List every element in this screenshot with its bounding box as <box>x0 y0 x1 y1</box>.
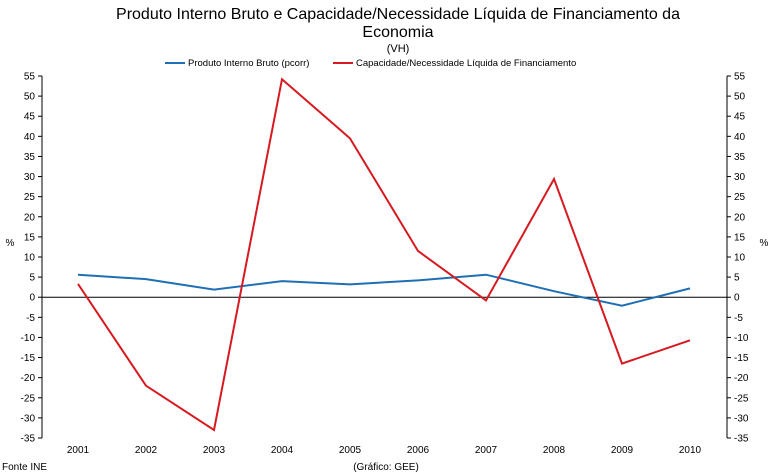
y-tick-label-left: -5 <box>26 313 35 324</box>
x-tick-label: 2009 <box>611 445 634 456</box>
chart-title-line1: Produto Interno Bruto e Capacidade/Neces… <box>116 6 680 23</box>
y-tick-label-left: -25 <box>21 393 36 404</box>
y-tick-label-right: 10 <box>734 253 746 264</box>
y-tick-label-left: -15 <box>21 353 36 364</box>
chart-subtitle: (VH) <box>387 43 410 55</box>
x-tick-label: 2006 <box>407 445 430 456</box>
source-note: Fonte INE <box>2 462 47 473</box>
y-tick-label-right: -25 <box>734 393 749 404</box>
x-tick-label: 2007 <box>475 445 498 456</box>
y-tick-label-right: 25 <box>734 192 746 203</box>
y-tick-label-right: 0 <box>734 293 740 304</box>
y-tick-label-left: 0 <box>29 293 35 304</box>
y-tick-label-right: 15 <box>734 232 746 243</box>
y-tick-label-right: 5 <box>734 273 740 284</box>
y-tick-label-left: 10 <box>24 253 36 264</box>
legend-label-pib: Produto Interno Bruto (pcorr) <box>188 58 309 69</box>
y-tick-label-right: 20 <box>734 212 746 223</box>
y-axis-label-left: % <box>6 238 15 249</box>
series-group <box>77 77 691 432</box>
y-tick-label-left: 50 <box>24 92 36 103</box>
x-tick-label: 2010 <box>679 445 702 456</box>
y-tick-label-left: 40 <box>24 132 36 143</box>
series-line-financiamento <box>77 77 691 432</box>
y-tick-label-left: -30 <box>21 413 36 424</box>
x-tick-label: 2004 <box>271 445 294 456</box>
y-tick-label-left: -20 <box>21 373 36 384</box>
y-tick-label-left: 55 <box>24 72 36 83</box>
y-tick-label-left: 35 <box>24 152 36 163</box>
y-tick-label-right: 50 <box>734 92 746 103</box>
y-tick-label-right: -10 <box>734 333 749 344</box>
y-tick-label-right: 45 <box>734 112 746 123</box>
y-tick-label-left: -10 <box>21 333 36 344</box>
y-tick-label-right: 30 <box>734 172 746 183</box>
y-tick-label-right: 35 <box>734 152 746 163</box>
series-line-pib <box>77 273 691 307</box>
x-tick-label: 2005 <box>339 445 362 456</box>
y-tick-label-left: 25 <box>24 192 36 203</box>
y-tick-label-right: 55 <box>734 72 746 83</box>
y-tick-label-left: 30 <box>24 172 36 183</box>
chart-title-line2: Economia <box>362 24 433 41</box>
y-tick-label-left: 15 <box>24 232 36 243</box>
y-tick-label-left: 5 <box>29 273 35 284</box>
x-tick-label: 2008 <box>543 445 566 456</box>
tick-group: -35 -35 -30 -30 -25 -25 -20 -20 -15 -15 -10 -10 -5 -5… <box>21 72 749 457</box>
y-tick-label-left: -35 <box>21 434 36 445</box>
legend-label-financiamento: Capacidade/Necessidade Líquida de Financ… <box>356 58 576 69</box>
chart-credit: (Gráfico: GEE) <box>353 462 419 473</box>
y-tick-label-right: -20 <box>734 373 749 384</box>
x-tick-label: 2001 <box>67 445 90 456</box>
y-tick-label-right: 40 <box>734 132 746 143</box>
y-tick-label-right: -15 <box>734 353 749 364</box>
x-tick-label: 2003 <box>203 445 226 456</box>
y-axis-label-right: % <box>760 238 769 249</box>
y-tick-label-right: -30 <box>734 413 749 424</box>
y-tick-label-left: 20 <box>24 212 36 223</box>
y-tick-label-left: 45 <box>24 112 36 123</box>
y-tick-label-right: -5 <box>734 313 743 324</box>
legend: Produto Interno Bruto (pcorr) Capacidade… <box>165 58 576 69</box>
x-tick-label: 2002 <box>135 445 158 456</box>
y-tick-label-right: -35 <box>734 434 749 445</box>
